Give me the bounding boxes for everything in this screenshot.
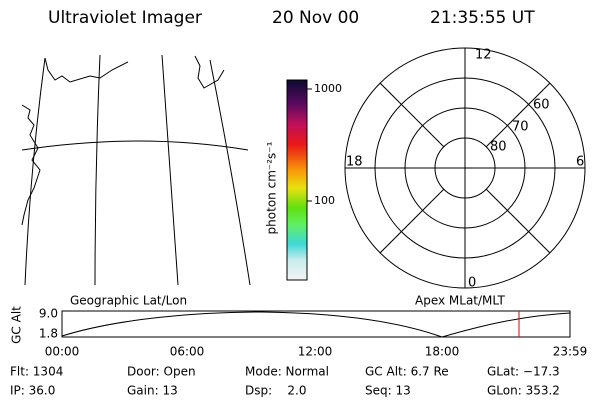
status-field: Mode: Normal — [245, 365, 329, 379]
lat-label: 70 — [512, 120, 529, 135]
tick-label: 100 — [314, 194, 335, 207]
x-tick-label: 00:00 — [45, 345, 80, 359]
time: 21:35:55 UT — [430, 8, 535, 28]
plot-title: Geographic Lat/Lon — [70, 294, 187, 308]
plot-title: Apex MLat/MLT — [415, 294, 505, 308]
y-tick-label: 9.0 — [39, 307, 58, 321]
polar-labels: 12 18 6 0 60 70 80 — [346, 48, 584, 291]
status-field: Flt: 1304 — [10, 365, 63, 379]
map — [21, 54, 251, 286]
colorbar-label: photon cm⁻²s⁻¹ — [265, 141, 279, 234]
status-field: GLat: −17.3 — [487, 365, 560, 379]
color-scale — [286, 79, 308, 281]
status: Flt: 1304 Door: Open Mode: Normal GC Alt… — [10, 365, 560, 398]
altitude-curve — [61, 311, 571, 338]
colorbar: 1000 100 photon cm⁻²s⁻¹ — [265, 79, 342, 281]
lat-label: 60 — [533, 98, 550, 113]
status-field: GLon: 353.2 — [487, 384, 560, 398]
header: Ultraviolet Imager 20 Nov 00 21:35:55 UT — [48, 8, 535, 28]
status-field: Dsp: 2.0 — [245, 384, 307, 398]
title: Ultraviolet Imager — [48, 8, 202, 28]
y-tick-label: 1.8 — [39, 327, 58, 341]
mlt-label: 6 — [576, 155, 584, 170]
x-tick-label: 23:59 — [553, 345, 588, 359]
status-field: Seq: 13 — [365, 384, 411, 398]
status-field: IP: 36.0 — [10, 384, 55, 398]
lat-label: 80 — [490, 140, 507, 155]
plot-frame — [61, 310, 571, 338]
status-field: GC Alt: 6.7 Re — [365, 365, 449, 379]
mlt-label: 12 — [475, 48, 492, 63]
mlt-label: 18 — [346, 155, 363, 170]
x-tick-label: 18:00 — [425, 345, 460, 359]
status-field: Gain: 13 — [127, 384, 178, 398]
altitude-plot: Geographic Lat/Lon Apex MLat/MLT GC Alt … — [10, 294, 588, 359]
x-tick-label: 06:00 — [170, 345, 205, 359]
x-tick-label: 12:00 — [298, 345, 333, 359]
date: 20 Nov 00 — [272, 8, 359, 28]
polar-grid — [344, 47, 586, 289]
tick-label: 1000 — [314, 82, 342, 95]
y-label: GC Alt — [10, 306, 24, 344]
status-field: Door: Open — [127, 365, 196, 379]
mlt-label: 0 — [468, 276, 476, 291]
